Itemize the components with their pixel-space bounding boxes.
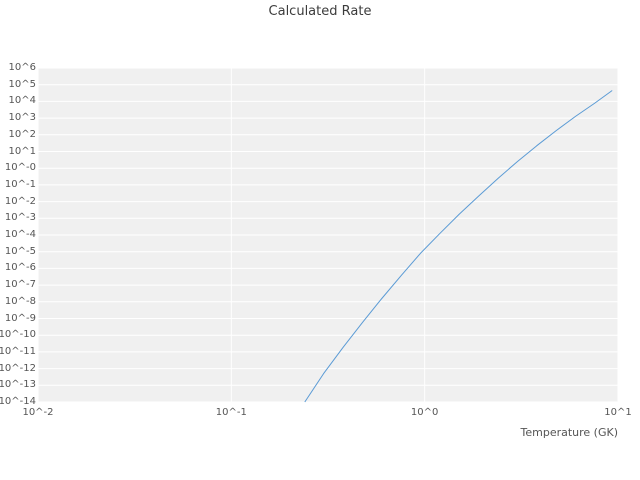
x-tick-label: 10^-2 (22, 407, 54, 418)
y-tick-label: 10^-1 (4, 178, 36, 190)
y-tick-label: 10^-9 (4, 312, 36, 324)
y-tick-label: 10^-11 (0, 345, 36, 357)
y-tick-label: 10^1 (8, 145, 36, 157)
y-tick-label: 10^-6 (4, 262, 36, 274)
y-tick-label: 10^5 (8, 78, 36, 90)
y-tick-label: 10^2 (8, 128, 36, 140)
chart-title: Calculated Rate (268, 4, 372, 19)
y-tick-label: 10^-2 (4, 195, 36, 207)
y-tick-label: 10^-13 (0, 379, 36, 391)
rate-line (304, 90, 613, 403)
y-tick-label: 10^-5 (4, 245, 36, 257)
y-tick-label: 10^-8 (4, 295, 36, 307)
x-tick-label: 10^0 (410, 407, 439, 418)
y-tick-label: 10^4 (8, 95, 36, 107)
y-tick-label: 10^-12 (0, 362, 36, 374)
y-tick-label: 10^-10 (0, 329, 36, 341)
x-axis-title: Temperature (GK) (520, 426, 619, 439)
y-tick-label: 10^-7 (4, 279, 36, 291)
y-tick-label: 10^-3 (4, 212, 36, 224)
x-tick-label: 10^1 (604, 407, 632, 418)
y-tick-label: 10^3 (8, 112, 36, 124)
x-tick-label: 10^-1 (215, 407, 247, 418)
y-tick-label: 10^6 (8, 62, 36, 73)
y-tick-label: 10^-0 (4, 162, 36, 174)
y-tick-label: 10^-4 (4, 229, 36, 240)
y-tick-label: 10^-14 (0, 396, 36, 407)
